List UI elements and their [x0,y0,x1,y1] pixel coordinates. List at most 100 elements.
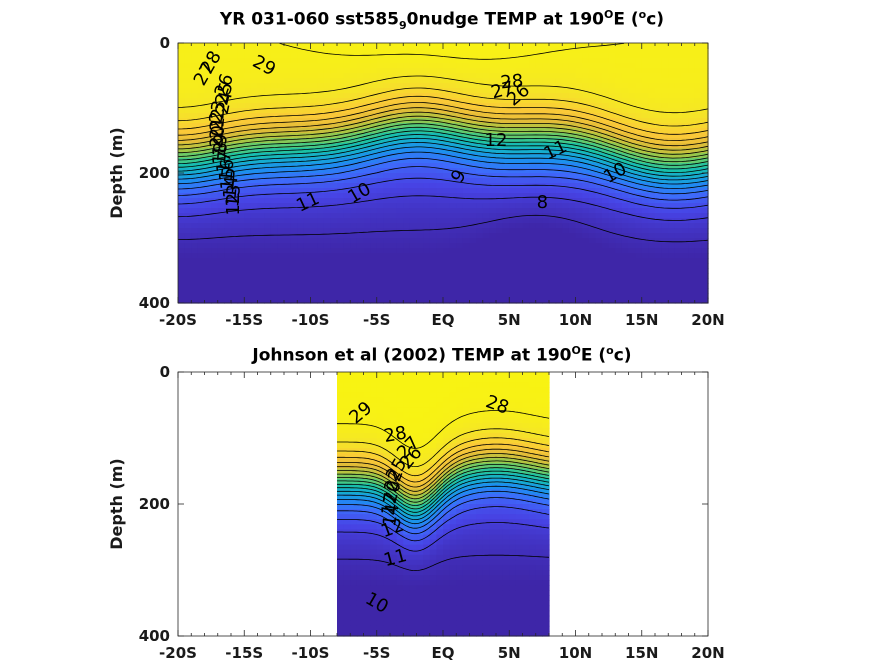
field-cell [588,178,596,184]
field-cell [403,93,411,99]
field-cell [277,93,285,99]
field-cell [376,438,384,444]
field-cell [602,268,610,274]
field-cell [337,73,345,79]
field-cell [204,213,212,219]
field-cell [628,288,636,294]
field-cell [244,268,252,274]
field-cell [350,273,358,279]
field-cell [694,293,702,299]
field-cell [595,108,603,114]
field-cell [575,218,583,224]
field-cell [668,288,676,294]
field-cell [661,203,669,209]
field-cell [423,138,431,144]
field-cell [184,43,192,49]
field-cell [542,203,550,209]
field-cell [390,283,398,289]
field-cell [674,83,683,89]
field-cell [681,98,689,104]
field-cell [250,273,259,279]
field-cell [370,575,378,581]
field-cell [542,163,550,169]
field-cell [390,298,398,304]
field-cell [383,68,391,74]
field-cell [178,138,186,144]
field-cell [363,630,371,637]
field-cell [701,88,709,94]
field-cell [615,273,623,279]
field-cell [270,163,278,169]
field-cell [655,288,663,294]
field-cell [522,278,530,284]
field-cell [350,610,358,617]
field-cell [343,158,351,164]
field-cell [297,148,305,154]
field-cell [595,293,603,299]
field-cell [701,98,709,104]
field-cell [356,228,365,234]
field-cell [403,133,411,139]
field-cell [363,248,371,254]
field-cell [403,73,411,79]
field-cell [383,293,391,299]
field-cell [535,223,543,229]
field-cell [635,108,643,114]
field-cell [635,273,643,279]
field-cell [615,223,623,229]
field-cell [376,293,384,299]
field-cell [621,203,630,209]
field-cell [403,402,411,409]
field-cell [356,590,365,596]
field-cell [436,148,444,154]
field-cell [462,243,471,249]
field-cell [337,458,345,464]
field-cell [409,493,418,500]
field-cell [608,233,616,239]
field-cell [204,53,212,59]
field-cell [376,78,384,84]
field-cell [628,153,636,159]
field-cell [416,98,424,104]
field-cell [674,283,683,289]
field-cell [337,407,345,414]
field-cell [403,498,411,505]
field-cell [416,153,424,159]
field-cell [211,203,219,209]
field-cell [496,53,504,59]
field-cell [416,103,424,109]
field-cell [522,283,530,289]
field-cell [396,193,404,199]
field-cell [429,88,437,94]
field-cell [330,63,338,69]
field-cell [529,113,537,119]
field-cell [191,238,199,244]
field-cell [310,243,318,249]
field-cell [383,514,391,520]
field-cell [469,168,477,174]
field-cell [356,412,365,419]
field-cell [343,73,351,79]
field-cell [502,233,510,239]
field-cell [363,417,371,424]
field-cell [290,173,298,179]
field-cell [582,48,590,54]
field-cell [224,268,232,274]
field-cell [376,377,384,383]
field-cell [356,93,365,99]
field-cell [403,397,411,404]
field-cell [197,153,206,159]
field-cell [635,268,643,274]
field-cell [257,193,265,199]
field-cell [661,193,669,199]
field-cell [496,68,504,74]
field-cell [403,549,411,556]
field-cell [701,48,709,54]
field-cell [628,268,636,274]
field-cell [257,213,265,219]
field-cell [363,372,371,378]
field-cell [231,78,239,84]
field-cell [270,278,278,284]
field-cell [323,258,331,264]
field-cell [655,233,663,239]
